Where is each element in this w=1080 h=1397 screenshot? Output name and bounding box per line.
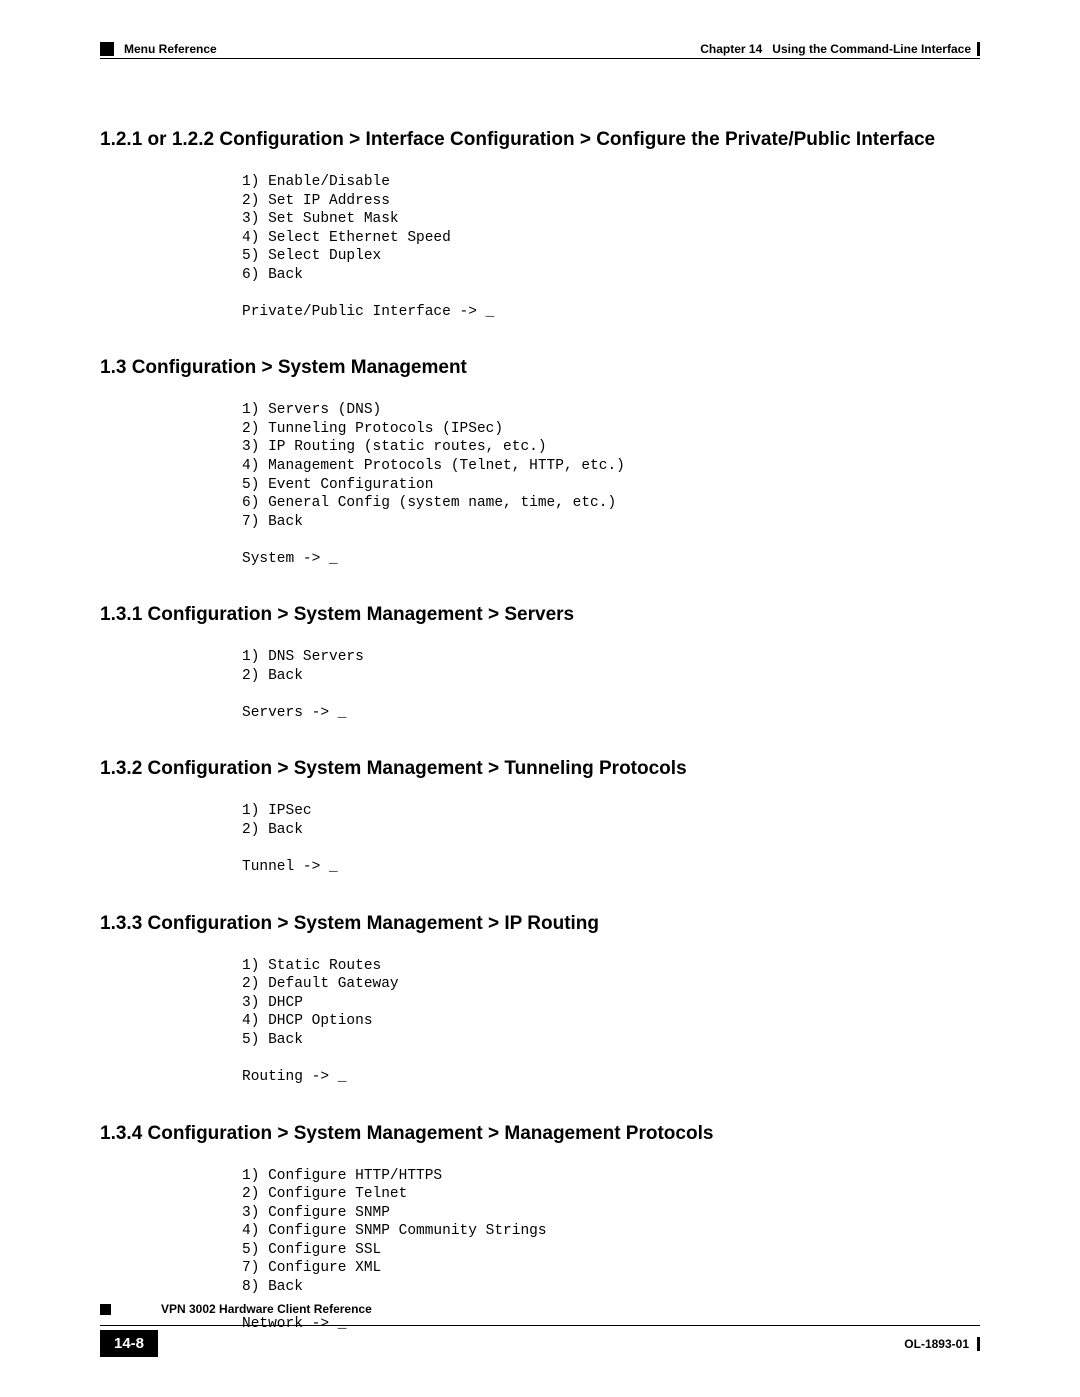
footer-doc-wrap: OL-1893-01 [904, 1337, 980, 1351]
header-chapter: Chapter 14 Using the Command-Line Interf… [700, 42, 971, 56]
section-title-1: 1.3 Configuration > System Management [100, 357, 980, 379]
section-code-4: 1) Static Routes 2) Default Gateway 3) D… [242, 957, 980, 1087]
header-right: Chapter 14 Using the Command-Line Interf… [700, 42, 980, 56]
header-section-label: Menu Reference [124, 42, 217, 56]
content: 1.2.1 or 1.2.2 Configuration > Interface… [100, 129, 980, 1333]
footer-page-number: 14-8 [100, 1330, 158, 1357]
footer-doc-id: OL-1893-01 [904, 1337, 969, 1351]
header-square-icon [100, 42, 114, 56]
section-code-0: 1) Enable/Disable 2) Set IP Address 3) S… [242, 173, 980, 321]
section-title-5: 1.3.4 Configuration > System Management … [100, 1123, 980, 1145]
header-chapter-num: Chapter 14 [700, 42, 762, 56]
footer-line: 14-8 OL-1893-01 [100, 1325, 980, 1353]
header-left: Menu Reference [100, 42, 217, 56]
section-title-2: 1.3.1 Configuration > System Management … [100, 604, 980, 626]
section-code-2: 1) DNS Servers 2) Back Servers -> _ [242, 648, 980, 722]
header-chapter-title: Using the Command-Line Interface [772, 42, 971, 56]
page-footer: VPN 3002 Hardware Client Reference 14-8 … [100, 1311, 980, 1353]
section-title-4: 1.3.3 Configuration > System Management … [100, 913, 980, 935]
footer-square-icon [100, 1304, 111, 1315]
page: Menu Reference Chapter 14 Using the Comm… [0, 0, 1080, 1397]
footer-ref-row: VPN 3002 Hardware Client Reference [100, 1311, 980, 1325]
footer-bar-icon [977, 1337, 980, 1351]
section-code-3: 1) IPSec 2) Back Tunnel -> _ [242, 802, 980, 876]
section-title-3: 1.3.2 Configuration > System Management … [100, 758, 980, 780]
section-title-0: 1.2.1 or 1.2.2 Configuration > Interface… [100, 129, 980, 151]
header-bar-icon [977, 42, 980, 56]
page-header: Menu Reference Chapter 14 Using the Comm… [100, 42, 980, 59]
footer-reference-title: VPN 3002 Hardware Client Reference [161, 1302, 372, 1316]
section-code-1: 1) Servers (DNS) 2) Tunneling Protocols … [242, 401, 980, 568]
